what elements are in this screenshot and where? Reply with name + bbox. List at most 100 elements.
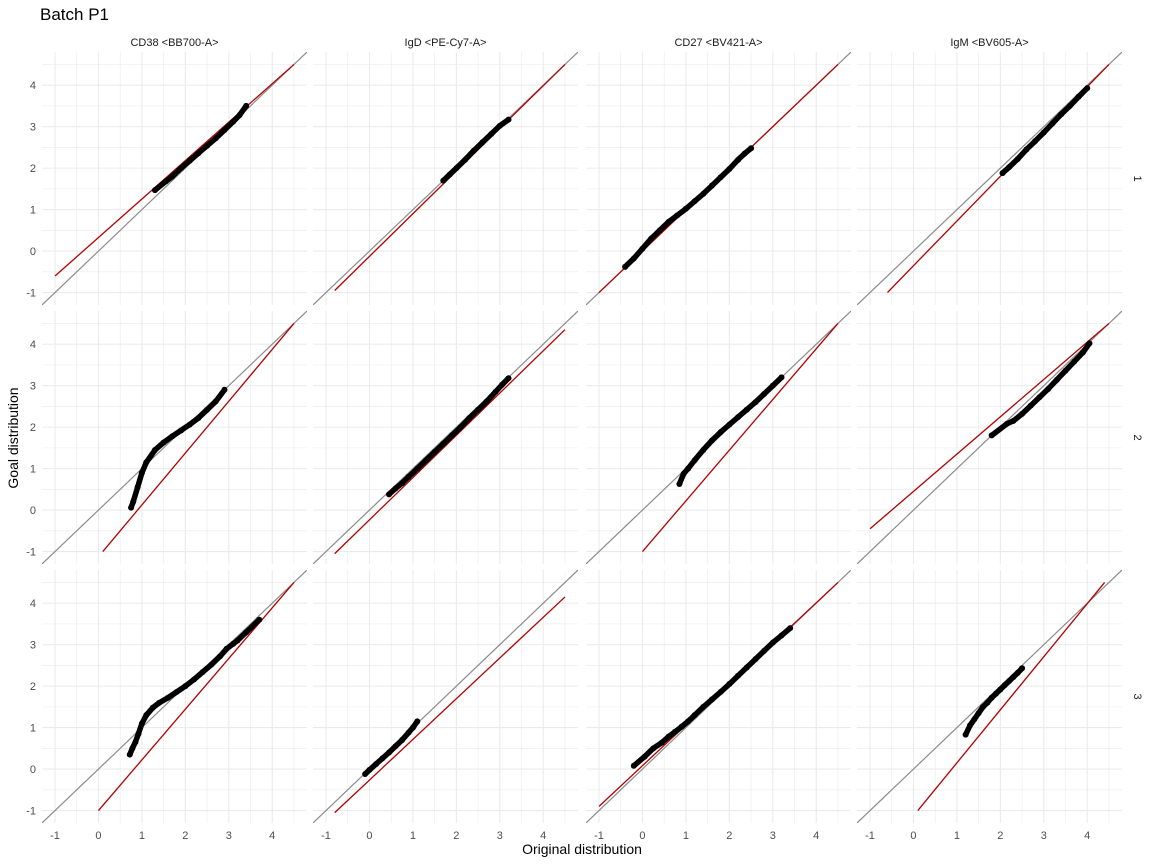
y-tick-label: 4 bbox=[30, 598, 36, 610]
data-point bbox=[680, 470, 687, 477]
chart-title: Batch P1 bbox=[40, 5, 109, 24]
data-point bbox=[449, 432, 456, 439]
data-point bbox=[178, 165, 185, 172]
data-point bbox=[156, 699, 163, 706]
data-point bbox=[984, 699, 991, 706]
data-point bbox=[422, 457, 429, 464]
y-tick-label: 3 bbox=[30, 381, 36, 393]
x-tick-label: 2 bbox=[453, 830, 459, 842]
data-point bbox=[966, 722, 973, 729]
data-point bbox=[399, 737, 406, 744]
panel-2-2 bbox=[313, 311, 578, 564]
data-point bbox=[700, 446, 707, 453]
fit-line bbox=[917, 582, 1106, 811]
data-point bbox=[483, 398, 490, 405]
data-point bbox=[186, 157, 193, 164]
y-tick-label: 0 bbox=[30, 764, 36, 776]
data-point bbox=[446, 171, 453, 178]
data-point bbox=[743, 406, 750, 413]
data-point bbox=[1014, 669, 1021, 676]
panel-marks bbox=[313, 311, 578, 564]
data-point bbox=[217, 653, 224, 660]
data-point bbox=[191, 676, 198, 683]
row-strip-label: 3 bbox=[1131, 693, 1143, 699]
data-point bbox=[741, 150, 748, 157]
x-tick-label: 3 bbox=[770, 830, 776, 842]
x-tick-label: 0 bbox=[910, 830, 916, 842]
y-axis-title: Goal distribution bbox=[5, 387, 21, 488]
data-point bbox=[988, 694, 995, 701]
reference-line bbox=[313, 570, 578, 823]
data-point bbox=[386, 491, 393, 498]
data-point bbox=[993, 690, 1000, 697]
panel-grid: CD38 <BB700-A> -1 0 1 2 3 4 IgD <PE-Cy7-A> CD27 … bbox=[26, 37, 1143, 842]
fit-line bbox=[334, 329, 566, 555]
data-point bbox=[708, 437, 715, 444]
y-tick-label: 1 bbox=[30, 723, 36, 735]
x-tick-label: -1 bbox=[594, 830, 604, 842]
data-point bbox=[778, 632, 785, 639]
data-point bbox=[726, 165, 733, 172]
data-point bbox=[717, 174, 724, 181]
panel-marks bbox=[857, 570, 1122, 823]
panel-marks bbox=[857, 311, 1122, 564]
data-point bbox=[726, 681, 733, 688]
panel-2-4: 2 bbox=[857, 311, 1143, 564]
data-point bbox=[149, 704, 156, 711]
data-point bbox=[128, 504, 135, 511]
quantile-curve bbox=[128, 387, 228, 511]
data-point bbox=[1027, 402, 1034, 409]
data-point bbox=[169, 433, 176, 440]
data-point bbox=[1032, 138, 1039, 145]
data-point bbox=[997, 686, 1004, 693]
data-point bbox=[1071, 358, 1078, 365]
data-point bbox=[665, 219, 672, 226]
data-point bbox=[212, 135, 219, 142]
data-point bbox=[975, 710, 982, 717]
panel-1-2: IgD <PE-Cy7-A> bbox=[313, 37, 578, 305]
data-point bbox=[641, 753, 648, 760]
data-point bbox=[1066, 102, 1073, 109]
data-point bbox=[372, 761, 379, 768]
data-point bbox=[700, 190, 707, 197]
data-point bbox=[236, 112, 243, 119]
data-point bbox=[708, 696, 715, 703]
data-point bbox=[1045, 385, 1052, 392]
data-point bbox=[769, 639, 776, 646]
data-point bbox=[630, 762, 637, 769]
data-point bbox=[230, 640, 237, 647]
data-point bbox=[221, 386, 228, 393]
data-point bbox=[143, 712, 150, 719]
data-point bbox=[648, 235, 655, 242]
data-point bbox=[186, 421, 193, 428]
data-point bbox=[676, 480, 683, 487]
panel-marks bbox=[586, 52, 851, 305]
x-tick-label: 0 bbox=[639, 830, 645, 842]
data-point bbox=[639, 245, 646, 252]
data-point bbox=[761, 390, 768, 397]
quantile-curve bbox=[386, 375, 512, 498]
data-point bbox=[1003, 420, 1010, 427]
data-point bbox=[678, 723, 685, 730]
data-point bbox=[195, 415, 202, 422]
data-point bbox=[650, 745, 657, 752]
y-tick-label: 3 bbox=[30, 122, 36, 134]
data-point bbox=[691, 712, 698, 719]
data-point bbox=[138, 720, 145, 727]
fit-line bbox=[102, 323, 295, 552]
data-point bbox=[761, 647, 768, 654]
x-axis-title: Original distribution bbox=[522, 841, 642, 857]
x-tick-label: 1 bbox=[410, 830, 416, 842]
data-point bbox=[498, 381, 505, 388]
data-point bbox=[735, 414, 742, 421]
quantile-curve bbox=[622, 145, 754, 270]
data-point bbox=[1053, 376, 1060, 383]
data-point bbox=[392, 485, 399, 492]
data-point bbox=[173, 688, 180, 695]
data-point bbox=[256, 616, 263, 623]
data-point bbox=[204, 406, 211, 413]
data-point bbox=[129, 745, 136, 752]
data-point bbox=[466, 415, 473, 422]
y-tick-label: 2 bbox=[30, 422, 36, 434]
